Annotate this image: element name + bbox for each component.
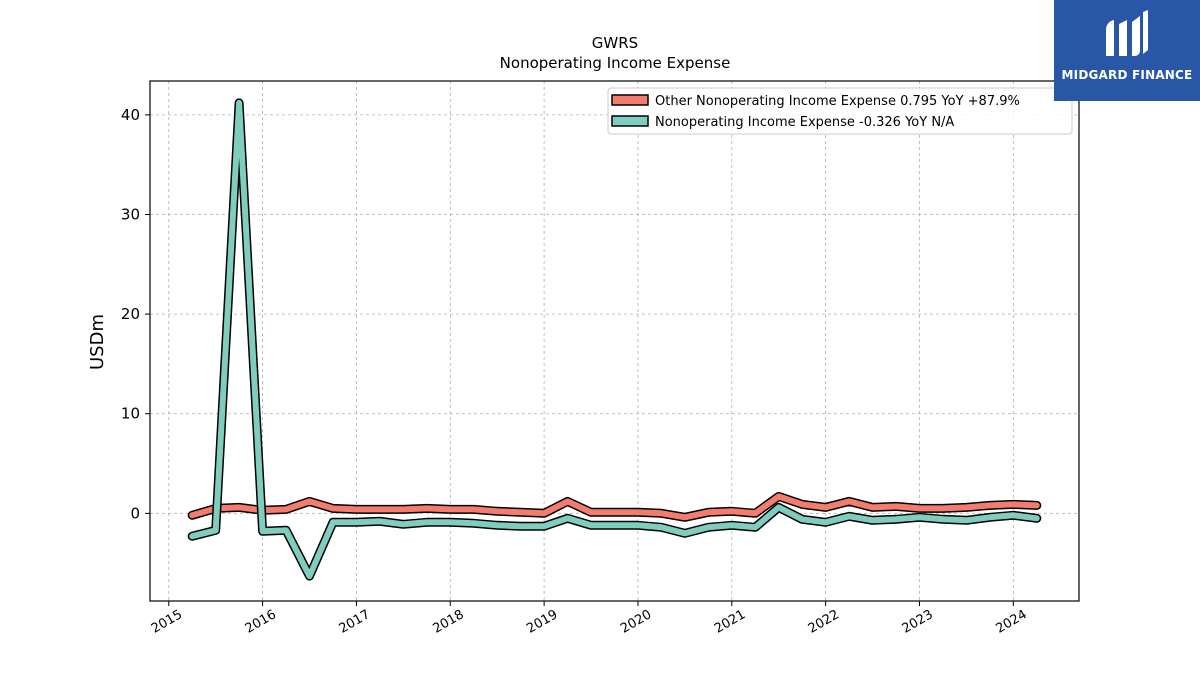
x-tick-label: 2020 [618,607,654,637]
brand-logo-mark-icon [1106,10,1148,56]
legend-label: Other Nonoperating Income Expense 0.795 … [655,94,1020,109]
x-tick-label: 2021 [712,607,748,637]
x-tick-label: 2024 [993,607,1029,637]
x-tick-label: 2018 [430,607,466,637]
y-tick-label: 30 [121,205,140,223]
y-tick-label: 10 [121,405,140,423]
x-tick-label: 2016 [243,607,279,637]
chart-subtitle: Nonoperating Income Expense [500,54,731,72]
brand-logo: MIDGARD FINANCE [1054,0,1200,101]
legend-swatch [611,94,649,106]
brand-name: MIDGARD FINANCE [1061,68,1193,82]
y-tick-label: 20 [121,305,140,323]
x-tick-label: 2022 [806,607,842,637]
series-line-2 [187,98,1042,581]
legend-label: Nonoperating Income Expense -0.326 YoY N… [655,115,954,130]
y-axis-label: USDm [87,314,108,370]
y-tick-label: 40 [121,106,140,124]
chart-title: GWRS [592,34,638,52]
legend-box [607,87,1073,135]
x-tick-label: 2023 [900,607,936,637]
series-line-1 [187,491,1042,522]
x-tick-label: 2015 [149,607,185,637]
legend-swatch [611,115,649,127]
x-tick-label: 2019 [524,607,560,637]
plot-frame [149,80,1080,602]
x-tick-label: 2017 [337,607,373,637]
legend: Other Nonoperating Income Expense 0.795 … [607,87,1073,135]
y-tick-label: 0 [130,504,140,522]
plot-series [187,98,1042,581]
